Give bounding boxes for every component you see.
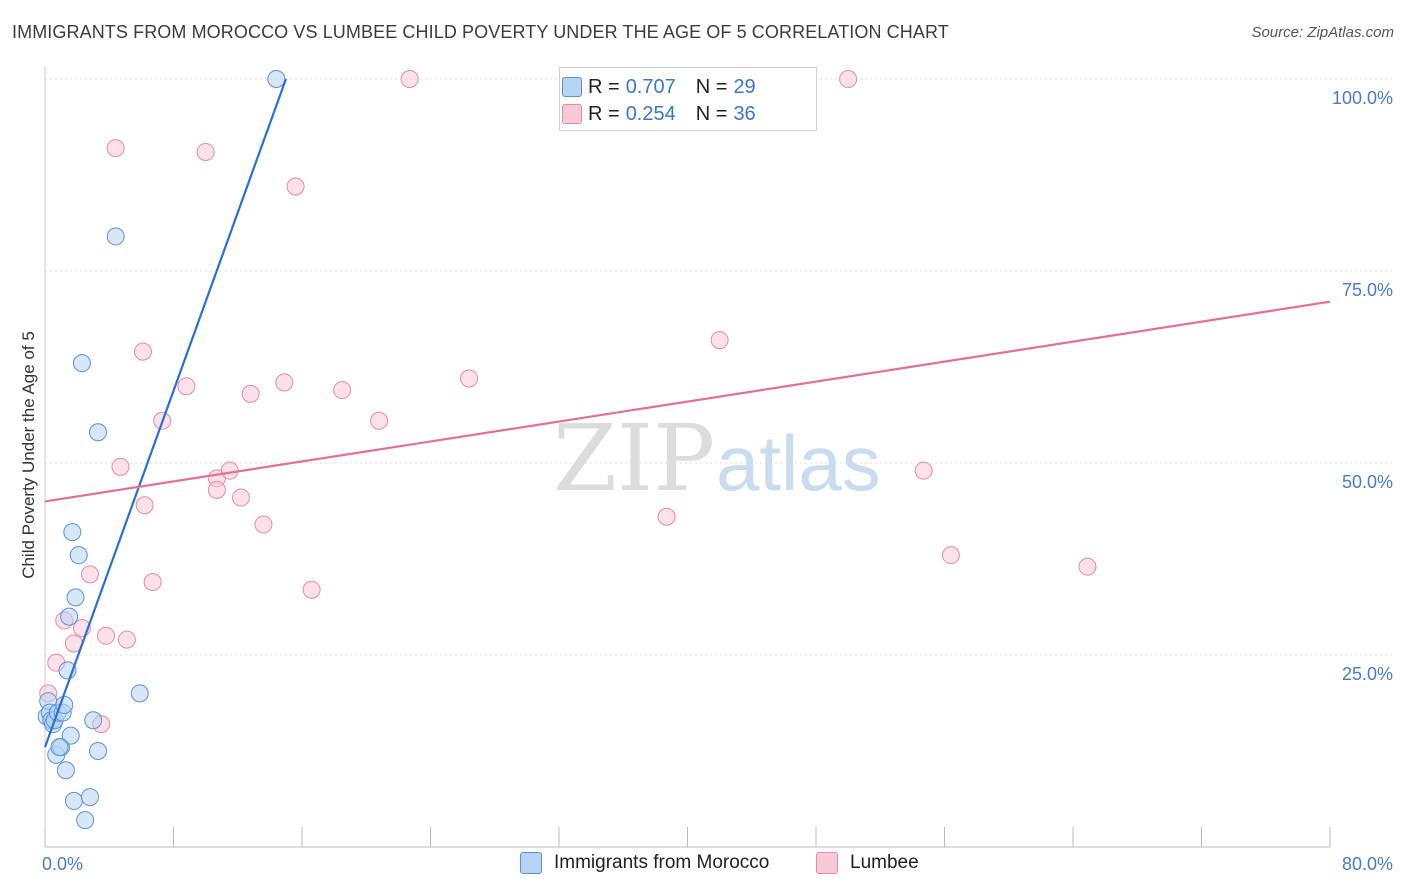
point-morocco bbox=[72, 354, 91, 373]
point-morocco bbox=[56, 761, 75, 780]
point-morocco bbox=[63, 523, 82, 542]
point-morocco bbox=[130, 684, 149, 703]
point-morocco bbox=[89, 742, 108, 760]
legend-label-lumbee: Lumbee bbox=[850, 852, 919, 873]
y-tick-label: 100.0% bbox=[1332, 88, 1393, 108]
legend-box: R = 0.707 N = 29 R = 0.254 N = 36 bbox=[559, 67, 817, 131]
point-morocco bbox=[66, 588, 85, 607]
legend-row-lumbee: R = 0.254 N = 36 bbox=[562, 102, 756, 126]
y-tick-label: 50.0% bbox=[1342, 472, 1393, 492]
point-lumbee bbox=[460, 369, 479, 388]
point-lumbee bbox=[254, 515, 273, 534]
point-lumbee bbox=[207, 480, 226, 499]
legend-r-label: R = bbox=[588, 102, 620, 125]
point-morocco bbox=[64, 791, 83, 810]
point-lumbee bbox=[143, 573, 162, 592]
point-morocco bbox=[267, 70, 286, 88]
watermark-atlas: atlas bbox=[716, 419, 881, 507]
y-axis-label: Child Poverty Under the Age of 5 bbox=[19, 331, 38, 579]
point-morocco bbox=[84, 711, 103, 730]
legend-label-morocco: Immigrants from Morocco bbox=[554, 852, 770, 873]
legend-item-lumbee[interactable]: Lumbee bbox=[816, 852, 919, 874]
point-morocco bbox=[61, 726, 80, 745]
point-lumbee bbox=[135, 496, 154, 515]
axes-layer bbox=[44, 66, 1331, 848]
point-lumbee bbox=[657, 507, 676, 526]
point-lumbee bbox=[241, 384, 260, 403]
y-tick-label: 25.0% bbox=[1342, 664, 1393, 684]
point-lumbee bbox=[97, 626, 116, 645]
point-lumbee bbox=[275, 373, 294, 392]
point-morocco bbox=[106, 227, 125, 246]
legend-swatch-lumbee bbox=[562, 104, 582, 124]
watermark-zip: ZIP bbox=[553, 405, 715, 512]
point-lumbee bbox=[710, 331, 729, 350]
point-lumbee bbox=[914, 461, 933, 480]
point-lumbee bbox=[286, 177, 305, 196]
point-lumbee bbox=[400, 70, 419, 88]
legend-swatch-morocco bbox=[562, 77, 582, 97]
legend-swatch-lumbee bbox=[816, 852, 838, 874]
point-morocco bbox=[60, 607, 79, 626]
grid-layer bbox=[45, 78, 1395, 656]
point-lumbee bbox=[80, 565, 99, 584]
points-layer bbox=[37, 70, 1097, 830]
point-lumbee bbox=[196, 142, 215, 161]
legend-n-value: 36 bbox=[733, 102, 756, 125]
trendline-morocco bbox=[43, 78, 287, 748]
x-tick-label: 0.0% bbox=[42, 854, 83, 874]
point-lumbee bbox=[106, 139, 125, 158]
point-lumbee bbox=[177, 377, 196, 396]
point-lumbee bbox=[1078, 557, 1097, 576]
point-lumbee bbox=[231, 488, 250, 507]
legend-r-label: R = bbox=[588, 75, 620, 98]
legend-r-value: 0.707 bbox=[625, 75, 676, 98]
source-label: Source: ZipAtlas.com bbox=[1251, 24, 1394, 41]
y-tick-label: 75.0% bbox=[1342, 280, 1393, 300]
point-morocco bbox=[69, 546, 88, 565]
point-morocco bbox=[80, 788, 99, 807]
tick-labels: 25.0% 50.0% 75.0% 100.0% 0.0% 80.0% bbox=[42, 88, 1393, 874]
trendline-lumbee bbox=[44, 300, 1331, 503]
chart-title: IMMIGRANTS FROM MOROCCO VS LUMBEE CHILD … bbox=[12, 22, 949, 42]
legend-r-value: 0.254 bbox=[625, 102, 676, 125]
legend-row-morocco: R = 0.707 N = 29 bbox=[562, 75, 756, 99]
point-morocco bbox=[76, 811, 95, 830]
point-lumbee bbox=[333, 381, 352, 400]
point-lumbee bbox=[370, 411, 389, 430]
point-lumbee bbox=[302, 580, 321, 599]
trendlines-layer bbox=[43, 78, 1331, 748]
point-lumbee bbox=[941, 546, 960, 565]
x-tick-label: 80.0% bbox=[1342, 854, 1393, 874]
legend-n-label: N = bbox=[695, 102, 728, 125]
point-lumbee bbox=[117, 630, 136, 649]
watermark: ZIP atlas bbox=[553, 405, 881, 512]
legend-item-morocco[interactable]: Immigrants from Morocco bbox=[520, 852, 769, 874]
point-lumbee bbox=[111, 457, 130, 476]
legend-swatch-morocco bbox=[520, 852, 542, 874]
legend-n-value: 29 bbox=[733, 75, 756, 98]
point-morocco bbox=[89, 423, 108, 442]
point-lumbee bbox=[839, 70, 858, 88]
legend-n-label: N = bbox=[695, 75, 728, 98]
point-morocco bbox=[50, 738, 69, 757]
series-legend: Immigrants from Morocco Lumbee bbox=[0, 852, 1406, 878]
point-lumbee bbox=[133, 342, 152, 361]
